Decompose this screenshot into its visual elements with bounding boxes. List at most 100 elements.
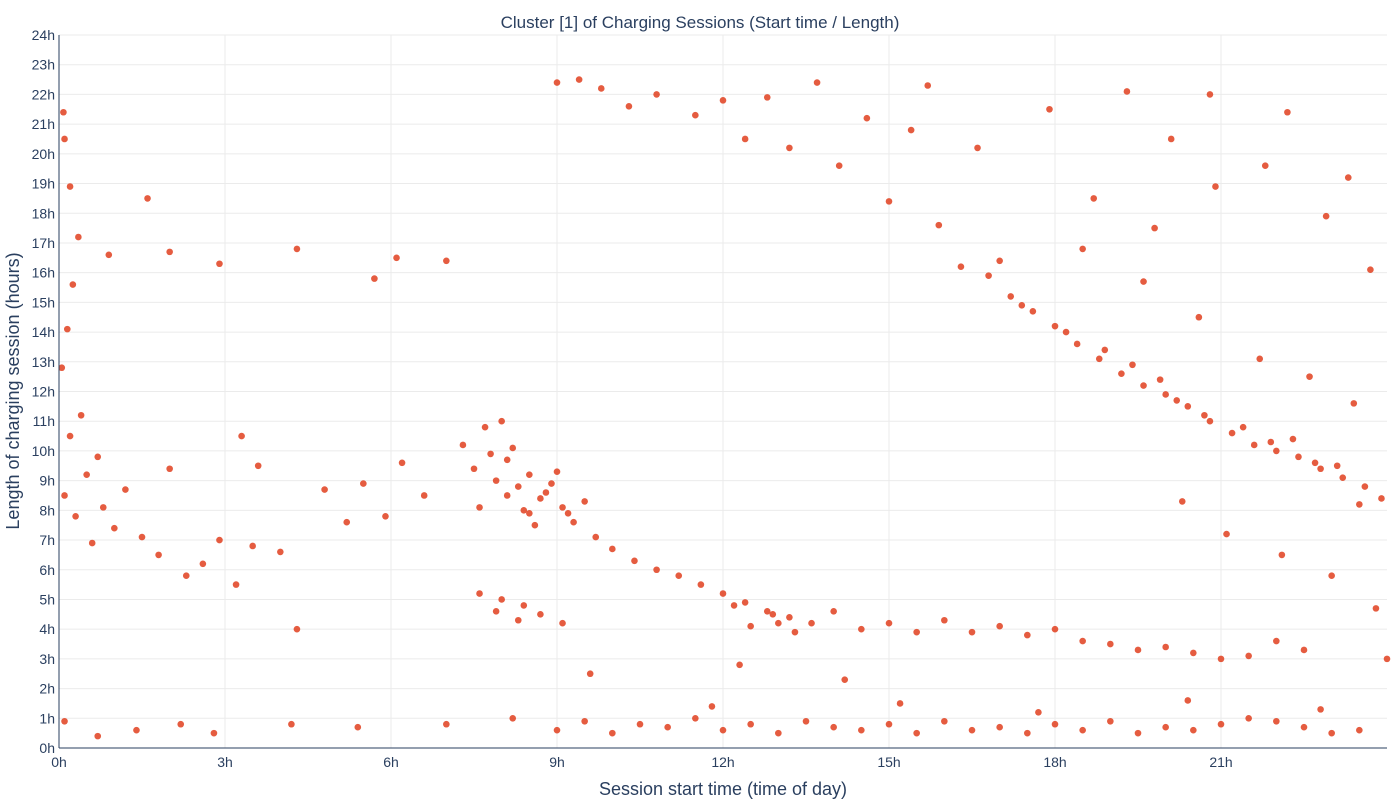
data-point xyxy=(526,510,533,517)
data-point xyxy=(1051,720,1059,728)
data-point xyxy=(935,221,943,229)
data-point xyxy=(199,560,207,568)
data-point xyxy=(1367,266,1374,273)
data-point xyxy=(520,507,528,514)
data-point xyxy=(1339,474,1347,481)
data-point xyxy=(542,489,550,496)
data-point xyxy=(1356,501,1363,508)
data-point xyxy=(858,726,865,734)
data-point xyxy=(1223,530,1230,538)
data-point xyxy=(277,548,284,556)
data-point xyxy=(1378,495,1385,502)
y-tick-label: 20h xyxy=(32,146,55,162)
data-point xyxy=(61,717,68,725)
data-point xyxy=(896,700,904,707)
data-point xyxy=(786,613,793,621)
data-point xyxy=(769,611,777,618)
data-point xyxy=(83,471,90,478)
data-point xyxy=(1311,459,1319,467)
data-point xyxy=(481,423,489,431)
data-point xyxy=(924,82,932,89)
data-point xyxy=(858,625,865,633)
data-point xyxy=(941,616,948,624)
data-point xyxy=(775,729,782,737)
data-point xyxy=(526,471,533,478)
data-point xyxy=(1090,195,1098,202)
data-point xyxy=(1024,729,1031,737)
data-point xyxy=(1162,723,1169,731)
data-point xyxy=(166,248,173,256)
data-point xyxy=(885,198,893,205)
y-tick-label: 9h xyxy=(39,473,55,489)
y-tick-label: 12h xyxy=(32,384,55,400)
data-point xyxy=(631,557,638,565)
y-tick-label: 22h xyxy=(32,86,55,102)
data-point xyxy=(863,114,871,122)
data-point xyxy=(719,590,727,597)
data-point xyxy=(443,257,450,265)
data-point xyxy=(216,260,223,268)
data-point xyxy=(791,628,799,636)
y-tick-label: 14h xyxy=(32,324,55,340)
data-point xyxy=(1273,447,1280,455)
data-point xyxy=(841,676,849,683)
y-tick-label: 24h xyxy=(32,27,55,43)
data-point xyxy=(913,729,920,737)
data-point xyxy=(537,611,544,618)
data-point xyxy=(1261,162,1269,170)
data-point xyxy=(996,622,1003,630)
data-point xyxy=(1372,605,1380,612)
y-tick-label: 8h xyxy=(39,502,55,518)
data-point xyxy=(1333,462,1341,470)
data-point xyxy=(232,581,240,588)
data-point xyxy=(553,468,561,476)
data-point xyxy=(625,103,633,110)
data-point xyxy=(1184,697,1192,704)
axes xyxy=(58,35,1387,749)
data-points xyxy=(58,76,1391,740)
data-point xyxy=(1134,729,1142,737)
data-point xyxy=(1306,373,1313,380)
data-point xyxy=(913,628,920,636)
data-point xyxy=(1134,646,1142,654)
data-point xyxy=(398,459,406,467)
data-point xyxy=(122,486,129,493)
data-point xyxy=(996,257,1003,265)
data-point xyxy=(520,602,528,609)
data-point xyxy=(559,619,566,627)
data-point xyxy=(1051,322,1059,330)
data-point xyxy=(1289,435,1297,443)
data-point xyxy=(1095,355,1103,363)
data-point xyxy=(968,726,976,734)
data-point xyxy=(66,183,74,190)
data-point xyxy=(719,97,727,104)
data-point xyxy=(1350,400,1358,407)
data-point xyxy=(1278,551,1286,559)
x-axis-label: Session start time (time of day) xyxy=(599,779,847,799)
x-tick-label: 15h xyxy=(877,754,900,770)
data-point xyxy=(238,432,245,440)
data-point xyxy=(537,495,544,502)
y-tick-label: 6h xyxy=(39,562,55,578)
data-point xyxy=(968,628,976,636)
data-point xyxy=(509,444,517,452)
data-point xyxy=(1273,637,1280,645)
data-point xyxy=(514,616,522,624)
data-point xyxy=(885,720,893,728)
data-point xyxy=(763,94,771,101)
data-point xyxy=(58,364,66,372)
data-point xyxy=(498,417,505,425)
data-point xyxy=(586,670,594,678)
data-point xyxy=(1361,483,1369,490)
data-point xyxy=(354,723,362,731)
y-tick-label: 11h xyxy=(33,413,55,429)
data-point xyxy=(1123,88,1131,95)
data-point xyxy=(288,720,295,728)
data-point xyxy=(708,703,716,710)
x-tick-label: 6h xyxy=(383,754,399,770)
data-point xyxy=(1190,649,1197,657)
data-point xyxy=(1239,423,1247,431)
data-point xyxy=(1206,91,1214,98)
data-point xyxy=(736,661,743,669)
